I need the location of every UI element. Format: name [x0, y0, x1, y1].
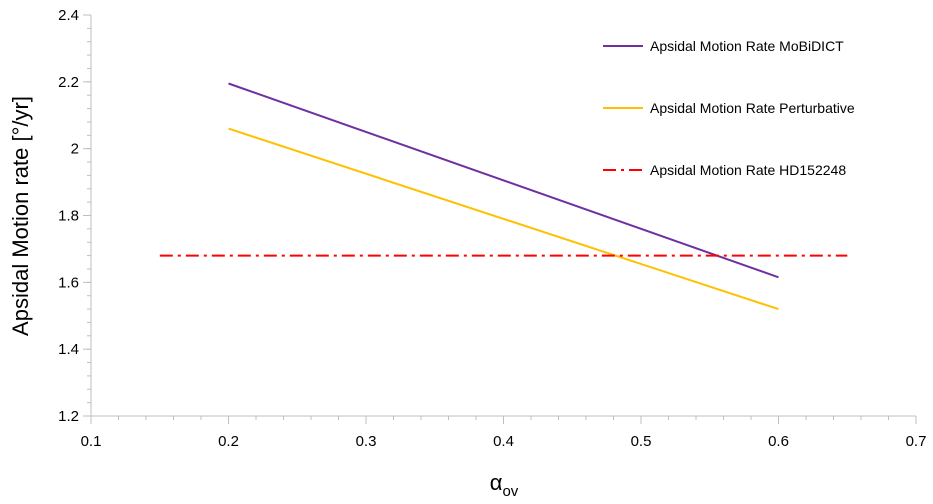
x-axis-title-subscript: ov — [502, 483, 518, 500]
x-tick-label: 0.3 — [356, 433, 377, 450]
y-tick-label: 1.8 — [58, 208, 79, 225]
y-axis-title: Apsidal Motion rate [°/yr] — [8, 96, 33, 336]
legend-label-2: Apsidal Motion Rate Perturbative — [650, 100, 855, 116]
x-tick-label: 0.6 — [768, 433, 789, 450]
x-tick-label: 0.7 — [906, 433, 927, 450]
y-tick-label: 2 — [71, 141, 79, 158]
series-line-1 — [228, 82, 779, 279]
x-tick-label: 0.2 — [218, 433, 239, 450]
y-ticks: 1.2 1.4 1.6 1.8 2 2.2 2.4 — [58, 7, 91, 425]
y-tick-label: 1.6 — [58, 274, 79, 291]
legend-label-3: Apsidal Motion Rate HD152248 — [650, 162, 846, 178]
x-ticks: 0.1 0.2 0.3 0.4 0.5 0.6 0.7 — [81, 416, 927, 450]
y-tick-label: 2.2 — [58, 74, 79, 91]
axes — [90, 15, 916, 417]
series-line-2 — [228, 127, 779, 311]
x-tick-label: 0.4 — [493, 433, 514, 450]
x-tick-label: 0.1 — [81, 433, 102, 450]
series-lines — [159, 82, 848, 311]
legend-label-1: Apsidal Motion Rate MoBiDICT — [650, 38, 844, 54]
x-axis-title: αov — [490, 470, 519, 500]
x-axis-title-main: α — [490, 470, 503, 495]
minor-ticks — [87, 27, 889, 420]
x-tick-label: 0.5 — [631, 433, 652, 450]
y-tick-label: 2.4 — [58, 7, 79, 24]
legend: Apsidal Motion Rate MoBiDICT Apsidal Moti… — [603, 38, 855, 178]
y-tick-label: 1.2 — [58, 408, 79, 425]
y-tick-label: 1.4 — [58, 341, 79, 358]
